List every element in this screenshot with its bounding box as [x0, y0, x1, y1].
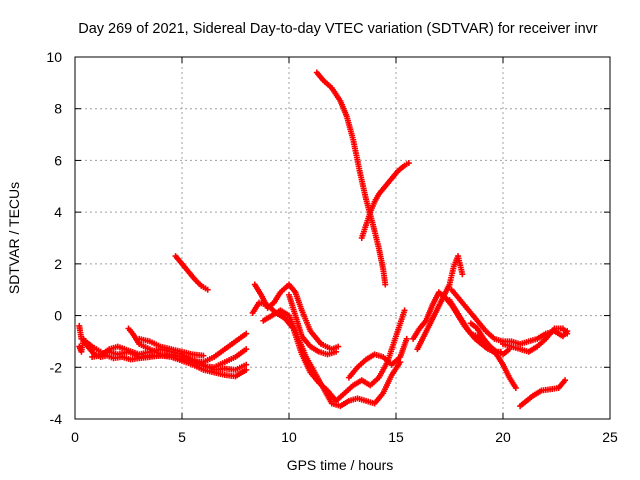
data-point — [403, 335, 410, 342]
data-point — [335, 343, 342, 350]
axis-ticks: 0 5 10 15 20 25 -4 -2 0 2 4 6 8 10 — [46, 49, 618, 445]
y-tick-label: 4 — [54, 204, 62, 220]
series-s17 — [446, 297, 504, 355]
x-tick-label: 20 — [495, 429, 511, 445]
series-s06 — [172, 253, 211, 293]
x-tick-label: 0 — [71, 429, 79, 445]
data-point — [562, 377, 569, 384]
x-tick-label: 10 — [281, 429, 297, 445]
data-point — [382, 281, 389, 288]
grid-lines — [75, 57, 610, 419]
data-point — [204, 286, 211, 293]
data-point — [333, 348, 340, 355]
x-axis-label: GPS time / hours — [287, 457, 394, 473]
data-point — [405, 160, 412, 167]
y-tick-label: 8 — [54, 101, 62, 117]
data-point — [397, 359, 404, 366]
data-point — [243, 330, 250, 337]
x-tick-label: 5 — [178, 429, 186, 445]
x-tick-label: 25 — [602, 429, 618, 445]
y-tick-label: -4 — [50, 411, 63, 427]
x-tick-label: 15 — [388, 429, 404, 445]
series-s04 — [125, 325, 250, 380]
series-s16 — [448, 286, 571, 348]
series-s20 — [517, 377, 569, 410]
y-tick-label: 6 — [54, 152, 62, 168]
data-point — [243, 366, 250, 373]
series-s12 — [358, 160, 412, 241]
y-axis-label: SDTVAR / TECUs — [6, 182, 22, 294]
data-point — [512, 384, 519, 391]
y-tick-label: 0 — [54, 308, 62, 324]
data-point — [564, 330, 571, 337]
data-point — [200, 352, 207, 359]
data-point — [459, 271, 466, 278]
data-point — [243, 361, 250, 368]
series-s05 — [136, 335, 207, 359]
data-point — [401, 307, 408, 314]
series-s11 — [313, 69, 389, 288]
y-tick-label: 10 — [46, 49, 62, 65]
series-s19 — [500, 325, 571, 355]
series-s18 — [467, 320, 513, 358]
data-point — [243, 346, 250, 353]
series-s09 — [260, 307, 404, 410]
y-tick-label: -2 — [50, 359, 63, 375]
plot-frame — [74, 56, 611, 420]
series-s13 — [345, 335, 410, 381]
chart-title: Day 269 of 2021, Sidereal Day-to-day VTE… — [78, 21, 598, 37]
y-tick-label: 2 — [54, 256, 62, 272]
series-s10 — [286, 291, 340, 358]
series-s14 — [414, 253, 466, 353]
data-points — [76, 69, 571, 410]
